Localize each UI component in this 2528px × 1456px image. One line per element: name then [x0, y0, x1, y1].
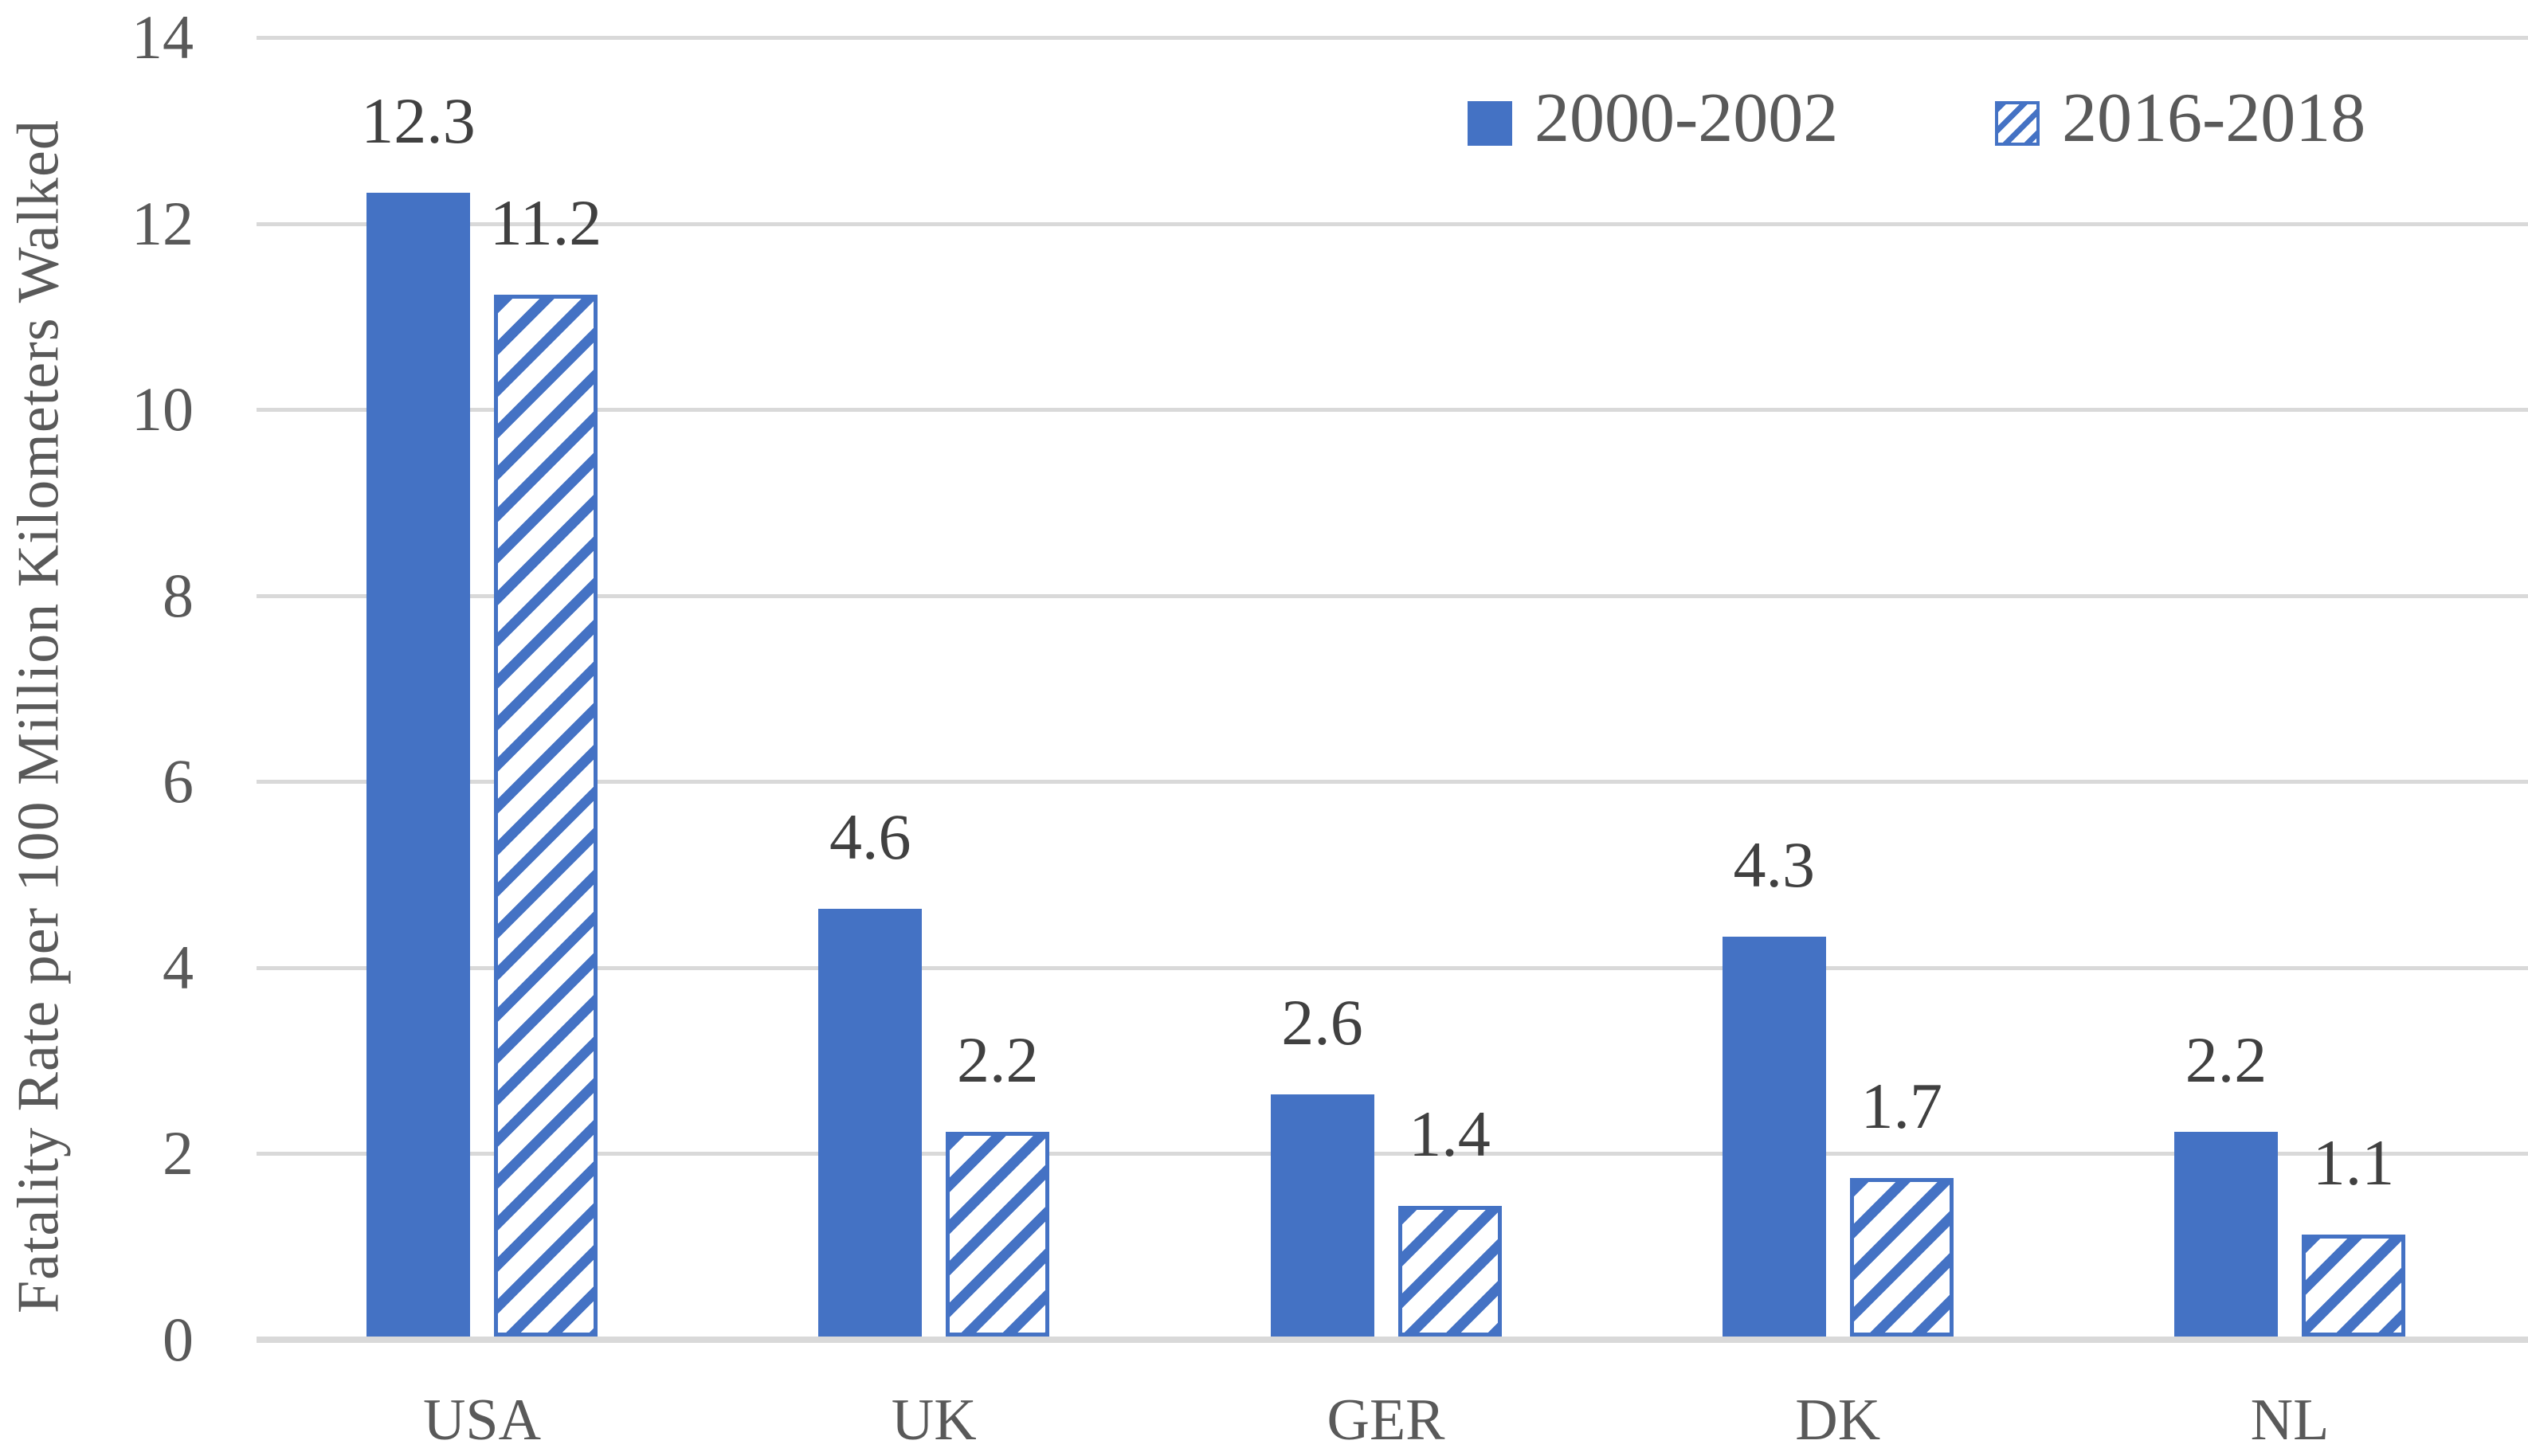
- y-tick-label-2: 2: [163, 1118, 194, 1188]
- bar-2016-2018-dk: [1849, 1178, 1954, 1337]
- gridline-2: [257, 1152, 2528, 1157]
- x-tick-label-ger: GER: [1327, 1388, 1445, 1453]
- data-label-2000-2002-ger: 2.6: [1281, 986, 1363, 1059]
- gridline-6: [257, 780, 2528, 785]
- data-label-2000-2002-usa: 12.3: [361, 84, 476, 157]
- gridline-14: [257, 36, 2528, 40]
- y-tick-label-0: 0: [163, 1305, 194, 1374]
- legend-label-2016-2018: 2016-2018: [2062, 80, 2366, 157]
- data-label-2016-2018-uk: 2.2: [957, 1024, 1039, 1096]
- y-tick-label-14: 14: [131, 2, 194, 72]
- x-tick-label-nl: NL: [2250, 1388, 2330, 1453]
- legend-swatch-hatched-icon: [1995, 101, 2040, 146]
- bar-2000-2002-dk: [1722, 937, 1826, 1337]
- x-tick-label-usa: USA: [422, 1388, 542, 1453]
- gridline-4: [257, 965, 2528, 970]
- data-label-2016-2018-nl: 1.1: [2312, 1126, 2395, 1199]
- x-axis-line: [257, 1337, 2528, 1343]
- bar-2000-2002-nl: [2174, 1132, 2278, 1337]
- bar-2016-2018-ger: [1397, 1206, 1502, 1337]
- x-tick-label-uk: UK: [891, 1388, 977, 1453]
- data-label-2000-2002-uk: 4.6: [829, 800, 911, 873]
- data-label-2016-2018-usa: 11.2: [489, 186, 602, 259]
- y-tick-label-6: 6: [163, 746, 194, 816]
- gridline-10: [257, 408, 2528, 413]
- bar-2016-2018-uk: [946, 1132, 1050, 1337]
- x-tick-label-dk: DK: [1795, 1388, 1881, 1453]
- y-tick-label-10: 10: [131, 374, 194, 444]
- bar-2000-2002-uk: [818, 909, 923, 1337]
- y-tick-label-8: 8: [163, 560, 194, 630]
- legend-label-2000-2002: 2000-2002: [1534, 80, 1839, 157]
- y-tick-label-12: 12: [131, 188, 194, 258]
- legend-swatch-solid-icon: [1468, 101, 1512, 146]
- data-label-2016-2018-dk: 1.7: [1860, 1070, 1943, 1142]
- data-label-2016-2018-ger: 1.4: [1409, 1098, 1491, 1170]
- data-label-2000-2002-dk: 4.3: [1733, 828, 1816, 901]
- gridline-12: [257, 221, 2528, 226]
- bar-2000-2002-usa: [366, 193, 470, 1337]
- gridline-8: [257, 593, 2528, 598]
- bar-2000-2002-ger: [1270, 1094, 1374, 1337]
- data-label-2000-2002-nl: 2.2: [2185, 1024, 2267, 1096]
- bar-2016-2018-usa: [494, 295, 598, 1337]
- y-tick-label-4: 4: [163, 932, 194, 1002]
- bar-2016-2018-nl: [2302, 1235, 2405, 1337]
